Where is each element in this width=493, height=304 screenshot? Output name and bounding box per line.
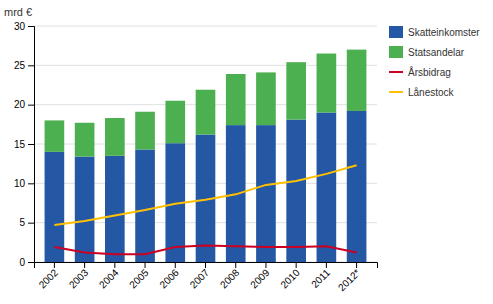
legend-swatch (389, 71, 403, 73)
bar (135, 112, 155, 150)
tick-label: 2009 (248, 267, 272, 291)
y-tick: 0 (19, 257, 34, 268)
x-tick: 2009 (248, 262, 272, 290)
marks (45, 50, 367, 262)
bar (256, 72, 276, 125)
tick-mark (145, 262, 146, 268)
tick-label: 5 (19, 217, 25, 228)
line (54, 245, 356, 254)
y-tick: 5 (19, 217, 34, 228)
bar (165, 101, 185, 143)
bar (45, 152, 65, 262)
tick-label: 2011 (309, 267, 332, 290)
y-tick: 10 (14, 178, 34, 189)
legend-item: Lånestock (389, 87, 455, 98)
legend-label: Skatteinkomster (408, 27, 480, 38)
x-tick: 2006 (157, 262, 181, 290)
y-tick: 30 (14, 21, 34, 32)
line (54, 165, 356, 225)
tick-mark (205, 262, 206, 268)
tick-label: 2006 (157, 267, 181, 291)
tick-mark (356, 262, 357, 268)
bar (226, 74, 246, 125)
tick-label: 2007 (188, 267, 212, 291)
tick-label: 2003 (67, 267, 91, 291)
tick-mark (28, 26, 34, 27)
tick-label: 2002 (37, 267, 61, 291)
x-tick: 2007 (188, 262, 212, 290)
y-tick: 15 (14, 139, 34, 150)
bar (196, 90, 216, 135)
x-tick: 2011 (309, 262, 332, 290)
tick-label: 2005 (127, 267, 151, 291)
legend-item: Årsbidrag (389, 66, 451, 78)
tick-label: 30 (14, 21, 26, 32)
legend-swatch (389, 46, 403, 58)
tick-mark (54, 262, 55, 268)
y-axis-title: mrd € (4, 6, 32, 18)
grid-line (34, 26, 377, 27)
bar (256, 125, 276, 262)
bar (45, 120, 65, 151)
bar (75, 123, 95, 157)
tick-label: 2012* (336, 267, 362, 293)
tick-label: 20 (14, 99, 26, 110)
x-tick: 2012* (336, 262, 362, 293)
bar (347, 111, 367, 262)
bar (347, 50, 367, 111)
bar (317, 54, 337, 113)
y-tick: 20 (14, 99, 34, 110)
bar-series (45, 50, 367, 157)
y-axis: 0 5 10 15 20 25 30 (14, 21, 35, 268)
legend-label: Årsbidrag (408, 66, 451, 78)
x-tick: 2002 (37, 262, 61, 290)
bar (105, 118, 125, 156)
tick-mark (28, 262, 34, 263)
tick-mark (28, 223, 34, 224)
tick-mark (28, 144, 34, 145)
x-tick: 2004 (97, 262, 121, 290)
tick-label: 2004 (97, 267, 121, 291)
tick-mark (265, 262, 266, 268)
x-tick: 2008 (218, 262, 242, 290)
legend-item: Skatteinkomster (389, 26, 480, 38)
plot: 0 5 10 15 20 25 30 20022003200420052006 20072008… (4, 6, 378, 293)
legend-label: Statsandelar (408, 47, 465, 58)
legend-label: Lånestock (408, 87, 455, 98)
legend-swatch (389, 91, 403, 93)
tick-mark (114, 262, 115, 268)
grid (34, 26, 377, 262)
legend-item: Statsandelar (389, 46, 465, 58)
x-tick: 2005 (127, 262, 151, 290)
y-tick: 25 (14, 60, 34, 71)
tick-label: 0 (19, 257, 25, 268)
tick-mark (235, 262, 236, 268)
tick-mark (84, 262, 85, 268)
bar (317, 113, 337, 262)
axis-line (28, 27, 35, 263)
x-tick: 2003 (67, 262, 91, 290)
tick-label: 2008 (218, 267, 242, 291)
tick-mark (28, 105, 34, 106)
legend: Skatteinkomster Statsandelar Årsbidrag Låne… (389, 26, 480, 98)
bar (286, 62, 306, 119)
tick-mark (28, 65, 34, 66)
bar (75, 157, 95, 262)
bar (135, 150, 155, 262)
tick-label: 15 (14, 139, 26, 150)
tick-mark (296, 262, 297, 268)
legend-swatch (389, 26, 403, 38)
tick-mark (326, 262, 327, 268)
x-tick: 2010 (278, 262, 302, 290)
tick-label: 10 (14, 178, 26, 189)
bar (105, 156, 125, 262)
chart: 0 5 10 15 20 25 30 20022003200420052006 20072008… (0, 0, 493, 304)
tick-label: 25 (14, 60, 26, 71)
tick-mark (175, 262, 176, 268)
axis-line (35, 263, 378, 269)
tick-label: 2010 (278, 267, 302, 291)
bar (286, 120, 306, 262)
tick-mark (28, 183, 34, 184)
x-axis: 20022003200420052006 2007200820092010 2011… (35, 262, 378, 293)
